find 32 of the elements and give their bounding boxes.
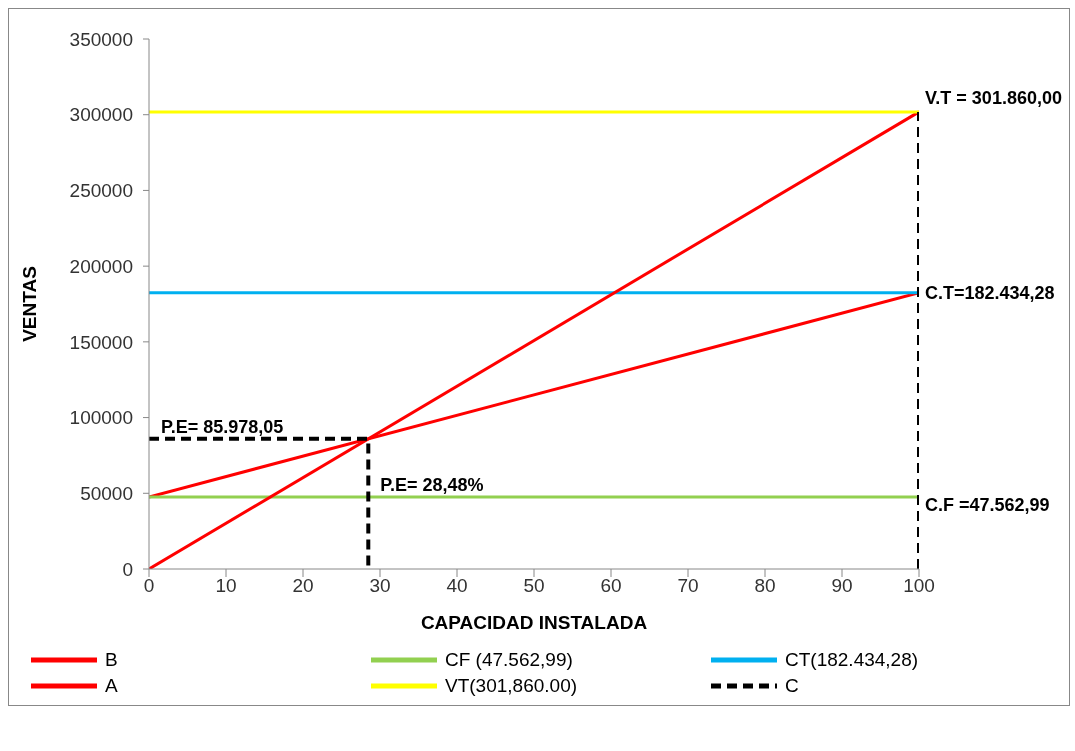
legend-label: CT(182.434,28) [785, 649, 919, 671]
annotation: P.E= 28,48% [380, 474, 484, 495]
y-tick-label: 300000 [69, 104, 133, 126]
annotation: V.T = 301.860,00 [925, 87, 1062, 108]
x-tick-label: 80 [754, 575, 776, 597]
legend-label: C [785, 675, 799, 697]
x-tick-label: 90 [831, 575, 853, 597]
annotation: P.E= 85.978,05 [161, 416, 284, 437]
x-tick-label: 0 [143, 575, 155, 597]
y-tick-label: 200000 [69, 255, 133, 277]
x-tick-label: 20 [292, 575, 314, 597]
legend-label: VT(301,860.00) [445, 675, 578, 697]
x-tick-label: 10 [215, 575, 237, 597]
y-tick-label: 100000 [69, 407, 133, 429]
legend-label: B [105, 649, 118, 671]
y-axis-title: VENTAS [18, 266, 40, 342]
x-tick-label: 30 [369, 575, 391, 597]
x-tick-label: 50 [523, 575, 545, 597]
y-tick-label: 50000 [80, 483, 133, 505]
x-tick-label: 100 [903, 575, 935, 597]
y-tick-label: 150000 [69, 331, 133, 353]
x-tick-label: 60 [600, 575, 622, 597]
legend-label: A [105, 675, 118, 697]
y-tick-label: 350000 [69, 28, 133, 50]
y-tick-label: 250000 [69, 180, 133, 202]
annotation: C.T=182.434,28 [925, 282, 1055, 303]
annotation: C.F =47.562,99 [925, 494, 1050, 515]
y-tick-label: 0 [122, 558, 133, 580]
x-tick-label: 70 [677, 575, 699, 597]
legend-label: CF (47.562,99) [445, 649, 573, 671]
x-axis-title: CAPACIDAD INSTALADA [420, 612, 648, 633]
x-tick-label: 40 [446, 575, 468, 597]
